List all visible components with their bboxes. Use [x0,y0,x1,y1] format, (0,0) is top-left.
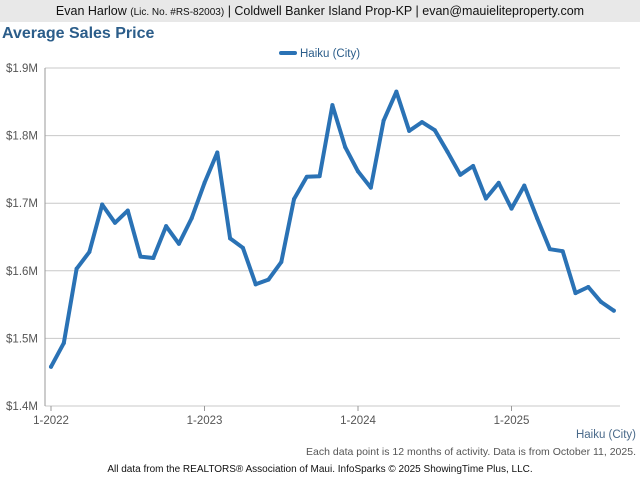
y-tick-label: $1.7M [6,198,38,210]
data-point [522,183,527,188]
y-tick-label: $1.6M [6,266,38,278]
series-layer [49,89,616,369]
data-source: All data from the REALTORS® Association … [107,464,533,475]
data-point [356,169,360,174]
data-point [240,245,245,250]
y-tick-label: $1.8M [6,131,38,143]
y-axis: $1.4M $1.5M $1.6M $1.7M $1.8M $1.9M [6,63,46,413]
data-point [445,149,450,154]
data-point [407,128,412,133]
y-tick-label: $1.4M [6,401,38,413]
data-point [292,197,297,202]
data-point [138,254,143,259]
x-tick-label: 1-2022 [33,415,69,427]
data-point [215,150,220,155]
series-line-0 [49,89,616,369]
legend-label: Haiku (City) [300,48,360,60]
data-point [151,255,156,260]
data-point [343,145,348,150]
data-point [304,174,309,179]
data-point [419,120,424,125]
brokerage-contact: | Coldwell Banker Island Prop-KP | evan@… [227,4,585,18]
header-bar: Evan Harlow (Lic. No. #RS-82003) | Coldw… [0,0,640,22]
data-point [560,249,565,254]
data-point [330,103,335,108]
x-tick-label: 1-2024 [340,415,376,427]
data-point [164,224,169,229]
data-point [125,208,130,213]
data-note: Each data point is 12 months of activity… [306,446,636,458]
data-point [279,260,284,265]
data-point [100,202,105,207]
data-point [228,236,233,241]
data-point [586,285,591,290]
data-point [381,118,386,123]
data-point [483,196,488,201]
data-point [611,308,616,313]
x-tick-label: 1-2023 [187,415,223,427]
legend: Haiku (City) [279,48,360,60]
data-point [496,180,501,185]
x-axis: 1-2022 1-2023 1-2024 1-2025 [33,406,529,427]
data-point [189,216,194,221]
data-point [202,180,207,185]
data-point [547,247,552,252]
agent-name: Evan Harlow [55,4,127,18]
data-point [61,341,66,346]
data-point [599,299,604,304]
data-point [458,172,463,177]
grid-lines [45,67,620,407]
data-point [432,128,437,133]
x-tick-label: 1-2025 [494,415,530,427]
y-tick-label: $1.5M [6,333,38,345]
data-point [573,291,578,296]
line-chart: $1.4M$1.5M$1.6M$1.7M$1.8M$1.9M 1-2022 1-2… [6,48,620,427]
data-point [535,216,540,221]
data-point [49,364,53,369]
data-point [112,220,117,225]
data-point [87,249,92,254]
y-tick-label: $1.9M [6,63,38,75]
chart-title: Average Sales Price [2,25,155,42]
license-number: (Lic. No. #RS-82003) [130,7,225,18]
data-point [368,185,373,190]
data-point [74,266,79,271]
data-point [471,164,476,169]
data-point [317,174,322,179]
data-point [253,282,258,287]
data-point [176,241,181,246]
data-point [266,277,271,282]
data-point [394,89,399,94]
data-point [509,206,514,211]
area-label: Haiku (City) [575,429,636,441]
